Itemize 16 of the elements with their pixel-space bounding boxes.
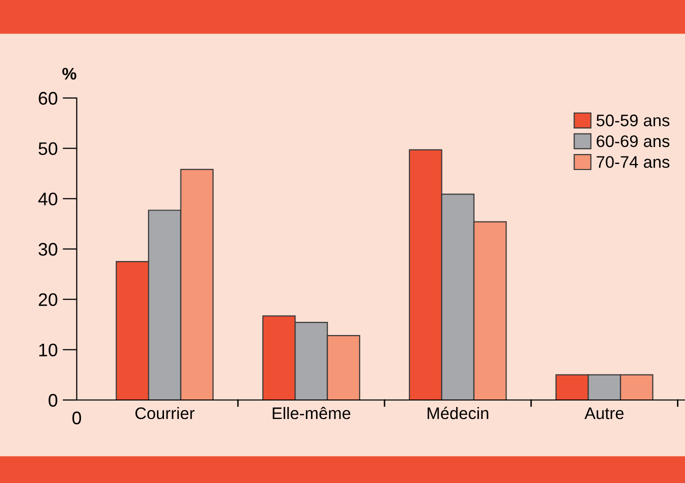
legend-label: 60-69 ans (596, 135, 670, 148)
legend-label: 50-59 ans (596, 114, 670, 126)
x-tick-label: Elle-même (272, 406, 350, 420)
y-tick-label: 20 (38, 293, 58, 306)
y-tick-label: 40 (38, 192, 58, 206)
x-tick-label: Courrier (135, 406, 194, 420)
y-tick-label: 10 (39, 344, 58, 356)
y-tick-label: 0 (48, 394, 58, 407)
x-tick-label: Autre (584, 408, 624, 420)
y-tick-label: 60 (38, 92, 58, 105)
legend-label: 70-74 ans (596, 156, 670, 168)
y-axis-title: % (62, 68, 76, 80)
x-tick-label: Médecin (428, 406, 488, 420)
text: 0 (72, 412, 82, 424)
y-tick-label: 50 (38, 142, 58, 156)
y-tick-label: 30 (38, 242, 58, 256)
